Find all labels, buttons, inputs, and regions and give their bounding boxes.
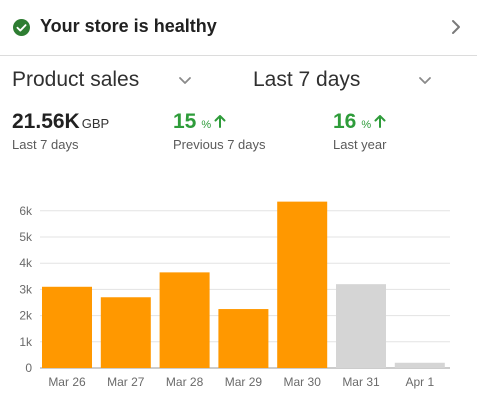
bar — [218, 309, 269, 368]
bar — [159, 272, 210, 368]
y-tick-label: 5k — [19, 230, 33, 244]
period-select-label: Last 7 days — [253, 68, 361, 91]
last-year-unit: % — [361, 119, 372, 131]
y-tick-label: 3k — [19, 282, 33, 296]
chevron-down-icon — [179, 77, 191, 84]
metric-select-label: Product sales — [12, 68, 140, 91]
sales-bar-chart: 0 1k 2k 3k 4k 5k 6k Mar 26 Mar 27 Mar 28 Mar 29 Mar… — [0, 190, 477, 400]
bar — [42, 286, 92, 368]
previous-period-value: 15 — [173, 110, 197, 133]
bar — [277, 201, 328, 368]
total-sales-caption: Last 7 days — [12, 137, 79, 152]
total-sales-unit: GBP — [81, 116, 110, 131]
period-select[interactable]: Last 7 days — [253, 68, 443, 98]
metric-select[interactable]: Product sales — [12, 68, 202, 98]
previous-period-metric: 15 % — [173, 110, 226, 134]
y-tick-label: 0 — [25, 361, 32, 375]
x-tick-label: Mar 30 — [284, 375, 322, 389]
last-year-metric: 16 % — [333, 110, 386, 134]
chevron-down-icon — [419, 77, 431, 84]
x-tick-label: Apr 1 — [405, 375, 434, 389]
total-sales-metric: 21.56K GBP — [12, 110, 109, 134]
arrow-up-icon — [214, 115, 226, 128]
check-circle-icon — [13, 19, 30, 36]
x-tick-label: Mar 28 — [166, 375, 204, 389]
arrow-up-icon — [374, 115, 386, 128]
x-tick-label: Mar 31 — [342, 375, 380, 389]
sales-bar-chart-svg: 0 1k 2k 3k 4k 5k 6k Mar 26 Mar 27 Mar 28 Mar 29 Mar… — [19, 201, 450, 389]
y-tick-label: 6k — [19, 204, 33, 218]
total-sales-value: 21.56K — [12, 110, 80, 133]
bar — [336, 284, 386, 368]
previous-period-caption: Previous 7 days — [173, 137, 266, 152]
y-tick-label: 1k — [19, 335, 33, 349]
bar — [100, 297, 151, 368]
health-title: Your store is healthy — [40, 16, 217, 36]
store-health-banner[interactable]: Your store is healthy — [0, 0, 477, 56]
x-tick-label: Mar 29 — [225, 375, 263, 389]
y-tick-label: 2k — [19, 309, 33, 323]
x-tick-label: Mar 26 — [48, 375, 86, 389]
bar — [394, 362, 445, 368]
x-tick-label: Mar 27 — [107, 375, 145, 389]
last-year-value: 16 — [333, 110, 357, 133]
y-tick-label: 4k — [19, 256, 33, 270]
chevron-right-icon[interactable] — [450, 18, 462, 36]
previous-period-unit: % — [201, 119, 212, 131]
last-year-caption: Last year — [333, 137, 387, 152]
